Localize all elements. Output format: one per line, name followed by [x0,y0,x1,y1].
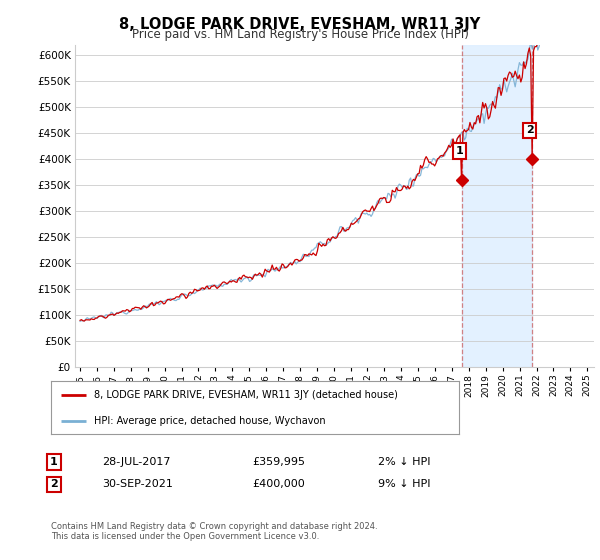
Text: 30-SEP-2021: 30-SEP-2021 [102,479,173,489]
Text: 28-JUL-2017: 28-JUL-2017 [102,457,170,467]
Text: HPI: Average price, detached house, Wychavon: HPI: Average price, detached house, Wych… [94,416,325,426]
Text: 1: 1 [455,146,463,156]
Text: 9% ↓ HPI: 9% ↓ HPI [378,479,431,489]
Text: 2% ↓ HPI: 2% ↓ HPI [378,457,431,467]
Text: Price paid vs. HM Land Registry's House Price Index (HPI): Price paid vs. HM Land Registry's House … [131,28,469,41]
Text: 8, LODGE PARK DRIVE, EVESHAM, WR11 3JY: 8, LODGE PARK DRIVE, EVESHAM, WR11 3JY [119,17,481,32]
Text: £359,995: £359,995 [252,457,305,467]
Text: 2: 2 [526,125,533,136]
Text: £400,000: £400,000 [252,479,305,489]
Text: 8, LODGE PARK DRIVE, EVESHAM, WR11 3JY (detached house): 8, LODGE PARK DRIVE, EVESHAM, WR11 3JY (… [94,390,398,400]
Text: 1: 1 [50,457,58,467]
Text: Contains HM Land Registry data © Crown copyright and database right 2024.
This d: Contains HM Land Registry data © Crown c… [51,522,377,542]
Text: 2: 2 [50,479,58,489]
Bar [462,45,532,367]
